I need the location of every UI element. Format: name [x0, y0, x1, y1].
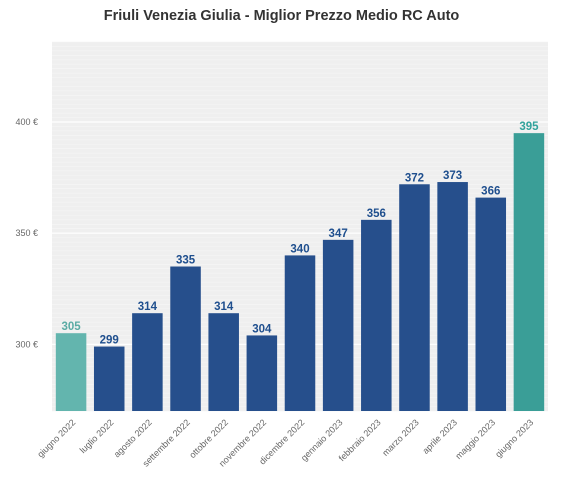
- data-label: 366: [481, 186, 500, 198]
- data-label: 335: [176, 255, 196, 267]
- data-label: 314: [138, 301, 158, 313]
- bar: [246, 335, 278, 411]
- data-label: 395: [519, 121, 539, 133]
- data-label: 373: [443, 170, 462, 182]
- data-label: 314: [214, 301, 234, 313]
- x-tick-label: maggio 2023: [453, 417, 497, 461]
- x-tick-label: aprile 2023: [420, 417, 459, 456]
- bar: [513, 133, 545, 411]
- x-tick-label: marzo 2023: [380, 417, 421, 458]
- chart-title: Friuli Venezia Giulia - Miglior Prezzo M…: [103, 8, 460, 24]
- data-label: 356: [367, 208, 386, 220]
- data-label: 305: [61, 321, 81, 333]
- data-label: 340: [290, 243, 309, 255]
- x-tick-label: giugno 2022: [35, 417, 77, 459]
- y-tick-label: 400 €: [15, 117, 38, 127]
- bar: [132, 313, 163, 411]
- bar: [55, 333, 87, 411]
- y-tick-label: 350 €: [15, 228, 38, 238]
- data-label: 299: [100, 335, 119, 347]
- bar: [361, 219, 392, 411]
- bar: [399, 184, 430, 411]
- x-tick-label: agosto 2022: [112, 417, 154, 459]
- data-label: 347: [329, 228, 348, 240]
- data-label: 304: [252, 323, 272, 335]
- data-label: 372: [405, 172, 424, 184]
- bar: [93, 346, 125, 411]
- bar: [170, 266, 201, 411]
- bar: [475, 197, 507, 411]
- bar: [322, 239, 354, 411]
- x-tick-label: luglio 2022: [78, 417, 116, 455]
- y-tick-label: 300 €: [15, 339, 38, 349]
- x-tick-label: giugno 2023: [493, 417, 535, 459]
- bar: [284, 255, 316, 411]
- bar: [208, 313, 239, 411]
- bar: [437, 182, 468, 411]
